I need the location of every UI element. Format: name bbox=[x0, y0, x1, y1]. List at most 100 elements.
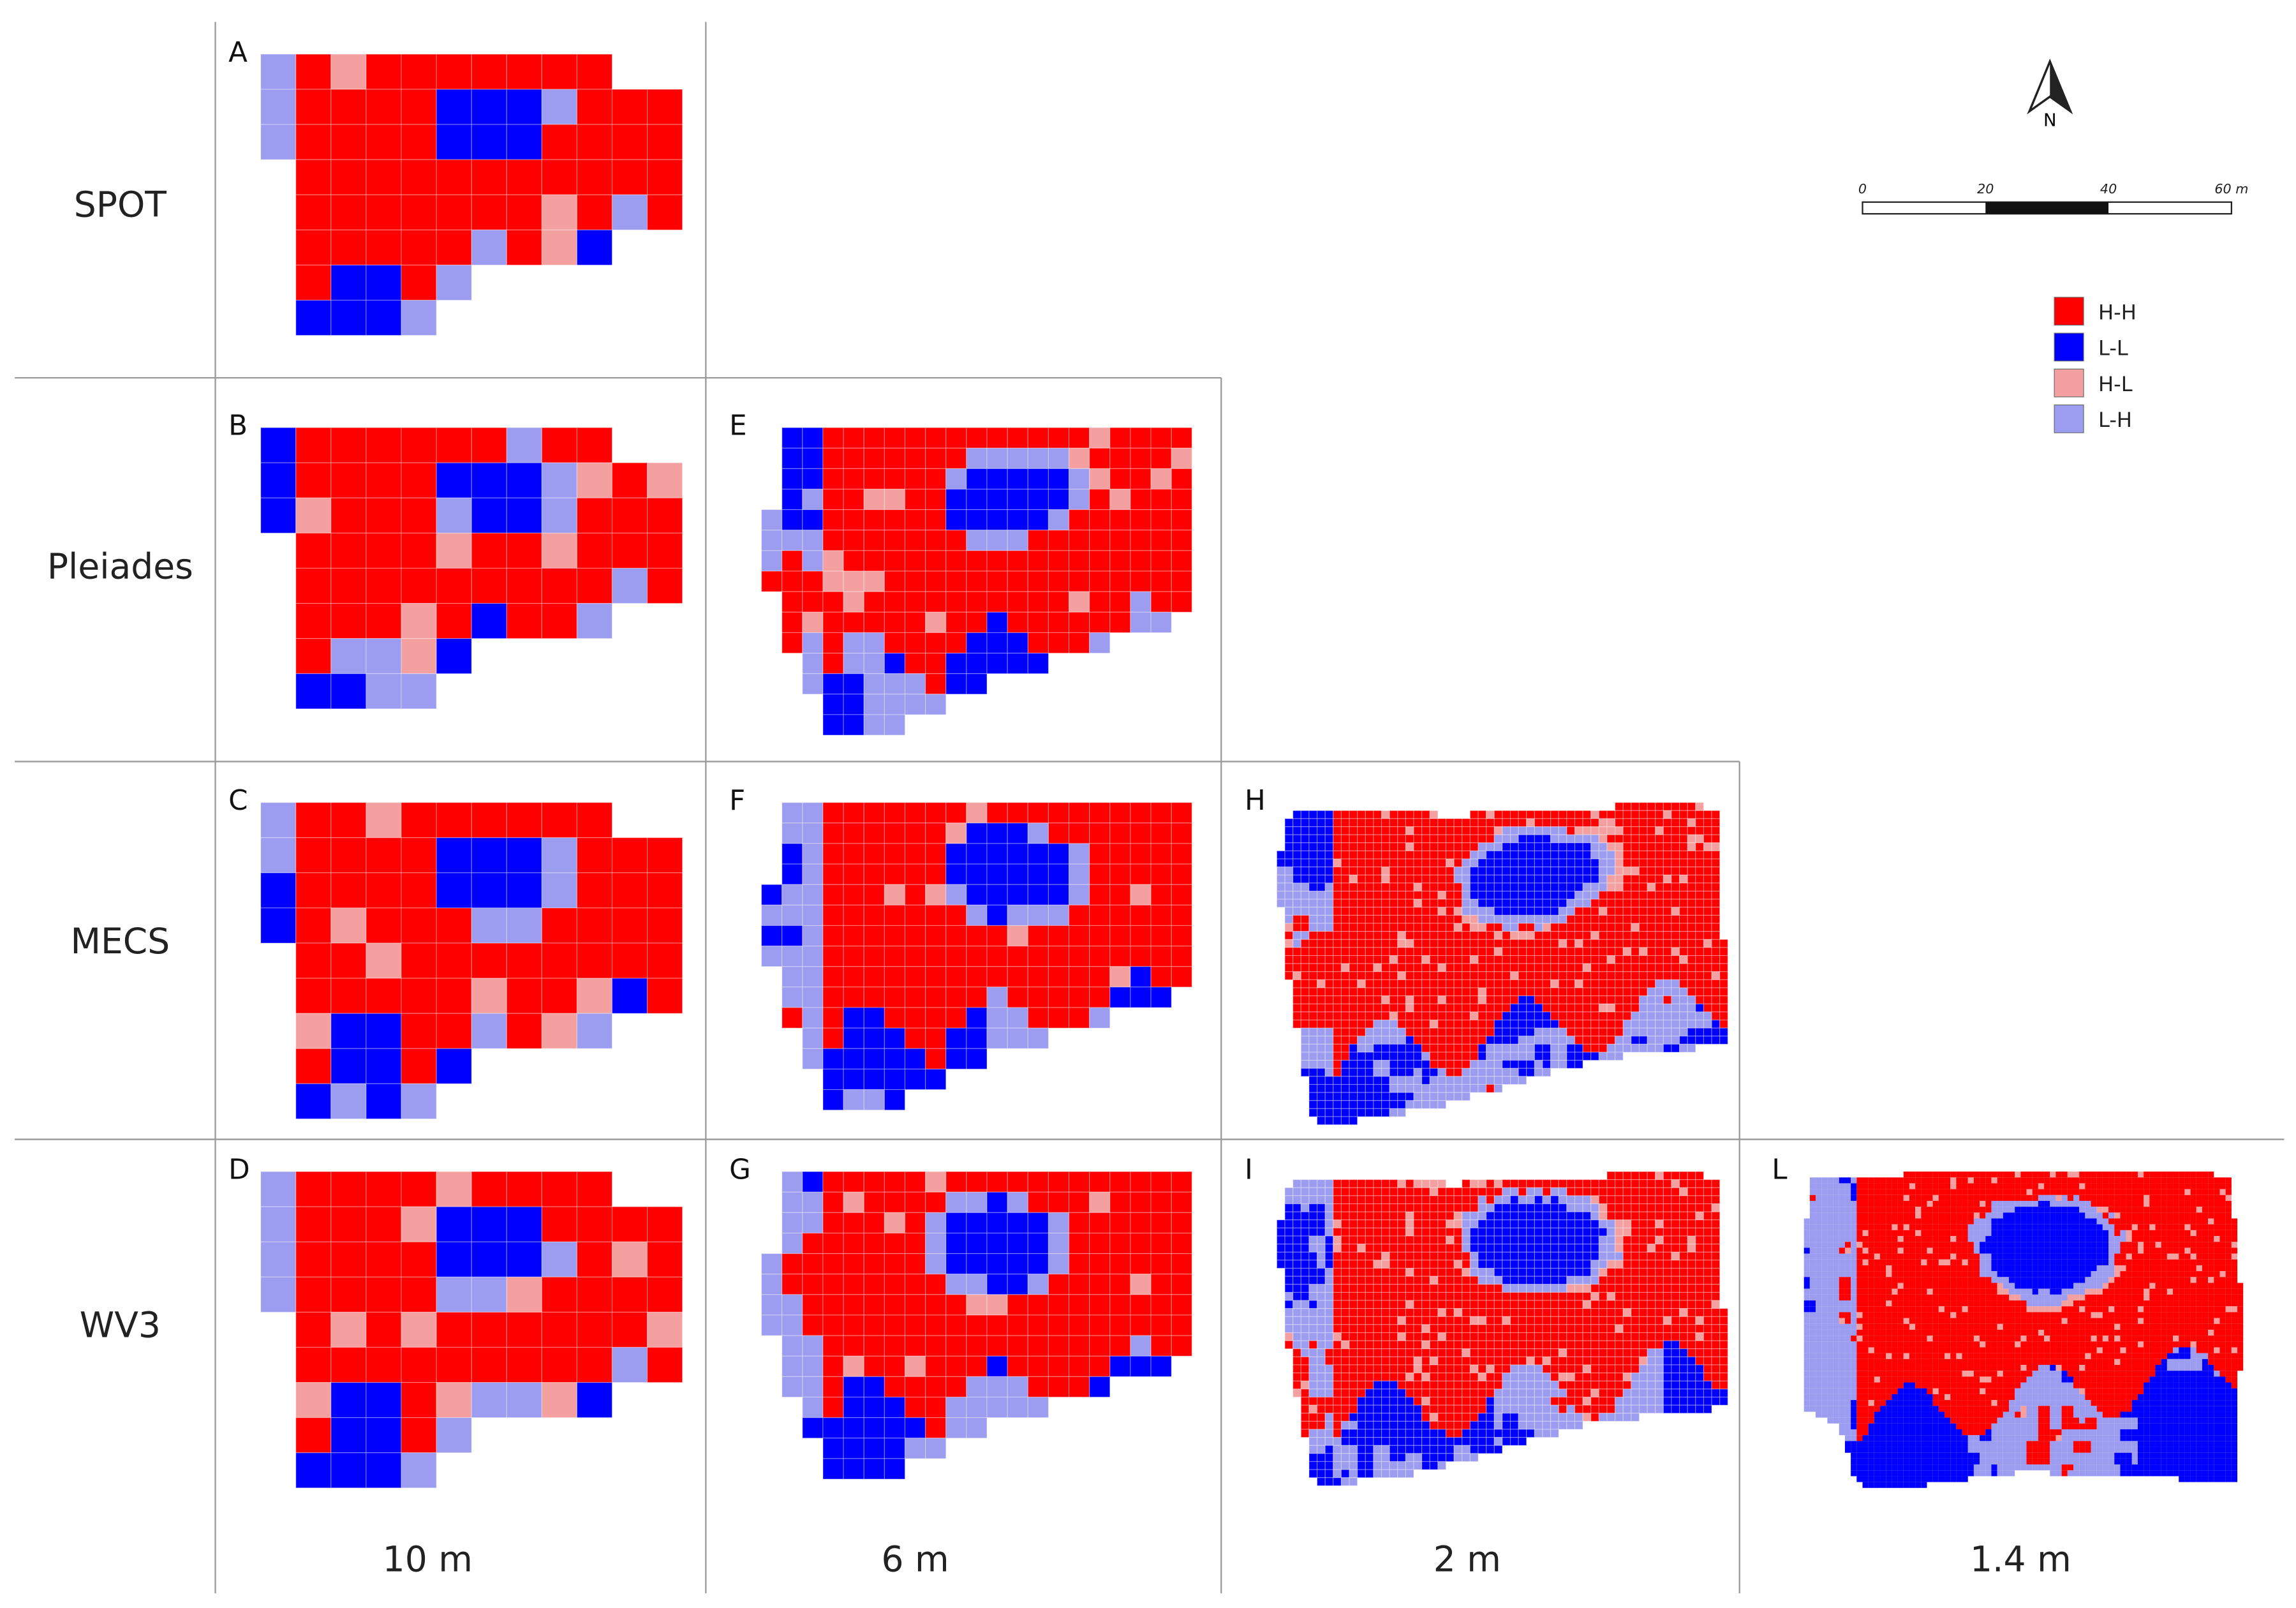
map-cell bbox=[1558, 1364, 1567, 1374]
map-cell bbox=[1582, 898, 1592, 908]
map-cell bbox=[1292, 810, 1301, 819]
map-cell bbox=[2032, 1183, 2038, 1189]
map-cell bbox=[1308, 1260, 1318, 1269]
map-cell bbox=[1445, 1267, 1455, 1277]
map-cell bbox=[1518, 826, 1527, 835]
map-cell bbox=[2108, 1189, 2115, 1195]
map-cell bbox=[1671, 1171, 1680, 1180]
map-cell bbox=[1469, 1413, 1479, 1422]
map-cell bbox=[1469, 1244, 1479, 1253]
map-cell bbox=[1687, 939, 1696, 948]
map-cell bbox=[1703, 1356, 1712, 1366]
map-cell bbox=[1150, 591, 1172, 613]
map-cell bbox=[1413, 1235, 1423, 1245]
map-cell bbox=[1469, 1388, 1479, 1398]
map-cell bbox=[904, 925, 926, 947]
map-cell bbox=[1615, 963, 1624, 972]
map-cell bbox=[1469, 1292, 1479, 1301]
map-cell bbox=[1542, 1260, 1552, 1269]
map-cell bbox=[1413, 1445, 1423, 1454]
map-cell bbox=[1469, 1179, 1479, 1188]
map-cell bbox=[1397, 1469, 1407, 1478]
map-cell bbox=[1089, 530, 1111, 551]
map-cell bbox=[1462, 1211, 1470, 1221]
map-cell bbox=[1373, 1060, 1382, 1069]
map-cell bbox=[1502, 1429, 1511, 1438]
map-cell bbox=[1340, 1092, 1350, 1101]
map-cell bbox=[2038, 1189, 2045, 1195]
map-cell bbox=[295, 1013, 332, 1049]
map-cell bbox=[1437, 1251, 1447, 1261]
map-cell bbox=[1349, 1267, 1358, 1277]
map-cell bbox=[1381, 1308, 1390, 1317]
map-cell bbox=[822, 570, 844, 592]
map-cell bbox=[1462, 987, 1470, 997]
map-cell bbox=[1429, 1251, 1439, 1261]
map-cell bbox=[966, 550, 988, 572]
map-cell bbox=[1340, 1251, 1350, 1261]
map-cell bbox=[2009, 1183, 2015, 1189]
map-cell bbox=[401, 1381, 437, 1418]
map-cell bbox=[1381, 1348, 1390, 1357]
map-cell bbox=[647, 1241, 683, 1277]
map-cell bbox=[1317, 1195, 1326, 1205]
map-cell bbox=[1437, 890, 1447, 900]
map-cell bbox=[330, 194, 367, 230]
map-cell bbox=[1324, 1011, 1334, 1021]
map-cell bbox=[1308, 955, 1318, 964]
map-cell bbox=[1445, 1284, 1455, 1293]
map-cell bbox=[1671, 1179, 1680, 1188]
map-cell bbox=[1308, 1211, 1318, 1221]
map-cell bbox=[1413, 1413, 1423, 1422]
map-cell bbox=[1542, 1292, 1552, 1301]
map-cell bbox=[1397, 1340, 1407, 1350]
map-cell bbox=[1478, 1380, 1487, 1390]
map-cell bbox=[1711, 850, 1721, 860]
map-cell bbox=[1478, 979, 1487, 988]
map-cell bbox=[1711, 1308, 1721, 1317]
map-cell bbox=[1405, 939, 1414, 948]
map-cell bbox=[1687, 1251, 1696, 1261]
map-cell bbox=[1638, 1332, 1648, 1341]
map-cell bbox=[1357, 882, 1366, 892]
map-cell bbox=[1405, 995, 1414, 1004]
map-cell bbox=[1349, 1211, 1358, 1221]
map-cell bbox=[2055, 1177, 2062, 1184]
map-cell bbox=[884, 1212, 906, 1234]
map-cell bbox=[1606, 810, 1616, 819]
map-cell bbox=[1397, 898, 1407, 908]
map-cell bbox=[802, 1007, 824, 1029]
map-cell bbox=[1276, 858, 1285, 868]
map-cell bbox=[330, 462, 367, 498]
map-cell bbox=[1542, 1179, 1552, 1188]
map-cell bbox=[1365, 1373, 1374, 1381]
map-cell bbox=[1300, 1388, 1310, 1398]
map-cell bbox=[1566, 1227, 1576, 1237]
map-cell bbox=[1462, 1340, 1470, 1350]
map-cell bbox=[1324, 987, 1334, 997]
map-cell bbox=[401, 194, 437, 230]
map-cell bbox=[1631, 1203, 1640, 1212]
map-cell bbox=[822, 1417, 844, 1439]
map-cell bbox=[1340, 1227, 1350, 1237]
map-cell bbox=[1292, 1292, 1301, 1301]
map-cell bbox=[986, 966, 1008, 988]
map-cell bbox=[1349, 947, 1358, 957]
map-cell bbox=[1365, 923, 1374, 932]
map-cell bbox=[1068, 925, 1090, 947]
map-cell bbox=[1886, 1189, 1892, 1195]
map-cell bbox=[1453, 882, 1463, 892]
map-cell bbox=[1534, 1244, 1543, 1253]
map-cell bbox=[366, 942, 402, 979]
map-cell bbox=[966, 823, 988, 844]
map-cell bbox=[1453, 1060, 1463, 1069]
map-cell bbox=[1502, 987, 1511, 997]
map-cell bbox=[1671, 834, 1680, 844]
map-cell bbox=[1308, 1413, 1318, 1422]
map-cell bbox=[1478, 1340, 1487, 1350]
map-cell bbox=[1429, 810, 1439, 819]
map-cell bbox=[2026, 1172, 2033, 1178]
map-cell bbox=[1109, 1253, 1131, 1275]
map-cell bbox=[802, 1396, 824, 1418]
map-cell bbox=[1130, 1294, 1152, 1316]
